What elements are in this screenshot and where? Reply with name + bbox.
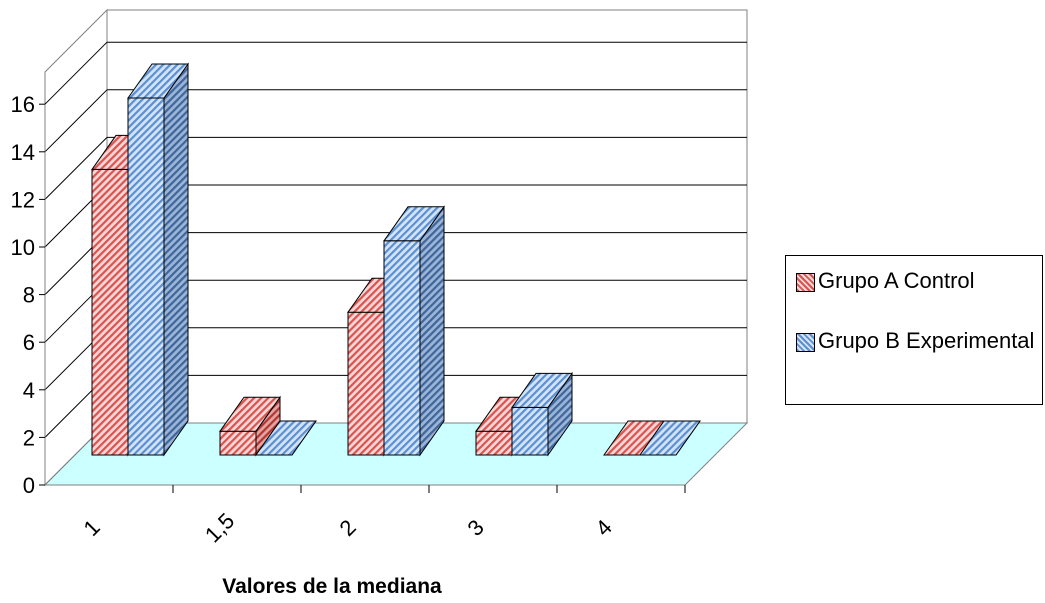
bar-top: [219, 396, 281, 432]
y-tick-label: 6: [23, 330, 35, 355]
x-tick-label: 2: [335, 515, 361, 541]
x-axis-title: Valores de la mediana: [222, 575, 442, 598]
y-tick-label: 0: [23, 473, 35, 498]
bar-top: [383, 206, 445, 242]
y-tick-label: 14: [11, 140, 35, 165]
bar-front: [219, 430, 257, 456]
bar-side: [163, 62, 189, 457]
legend-swatch-blue: [796, 333, 815, 352]
gridline-side: [44, 137, 108, 200]
bar-grupo-b-1: [255, 420, 317, 456]
gridline-side: [44, 89, 108, 153]
legend: Grupo A Control Grupo B Experimental: [785, 255, 1043, 405]
y-tick-label: 4: [23, 378, 35, 403]
bar-top: [511, 372, 573, 408]
bar-top: [639, 420, 701, 456]
legend-item-series-1: Grupo A Control: [796, 268, 1045, 294]
bar-grupo-b-2: [383, 205, 445, 457]
x-tick-label: 1,5: [200, 508, 239, 547]
bar-front: [511, 406, 549, 456]
bar-front: [383, 240, 421, 456]
bar-grupo-b-3: [511, 371, 573, 457]
legend-label: Grupo B Experimental: [818, 328, 1035, 353]
gridline-side: [44, 41, 108, 105]
bar-grupo-b-0: [127, 62, 189, 457]
bar-front: [127, 97, 165, 456]
chart-bars: [91, 62, 701, 457]
bar-grupo-a-1: [219, 395, 281, 457]
bar-front: [91, 168, 129, 456]
y-tick-label: 2: [23, 425, 35, 450]
y-tick-label: 8: [23, 283, 35, 308]
bar-side: [419, 205, 445, 457]
legend-swatch-red: [796, 273, 815, 292]
bar-top: [255, 420, 317, 456]
y-tick-label: 12: [11, 187, 35, 212]
y-tick-label: 10: [11, 235, 35, 260]
bar-grupo-b-4: [639, 420, 701, 456]
x-tick-label: 4: [591, 515, 617, 541]
bar-top: [127, 63, 189, 99]
legend-label: Grupo A Control: [818, 268, 975, 293]
bar-front: [475, 430, 513, 456]
legend-item-series-2: Grupo B Experimental: [796, 328, 1045, 354]
x-tick-label: 3: [463, 515, 489, 541]
x-tick-label: 1: [79, 515, 105, 541]
chart-axes: [39, 103, 686, 493]
bar-front: [347, 311, 385, 456]
y-tick-label: 16: [11, 92, 35, 117]
